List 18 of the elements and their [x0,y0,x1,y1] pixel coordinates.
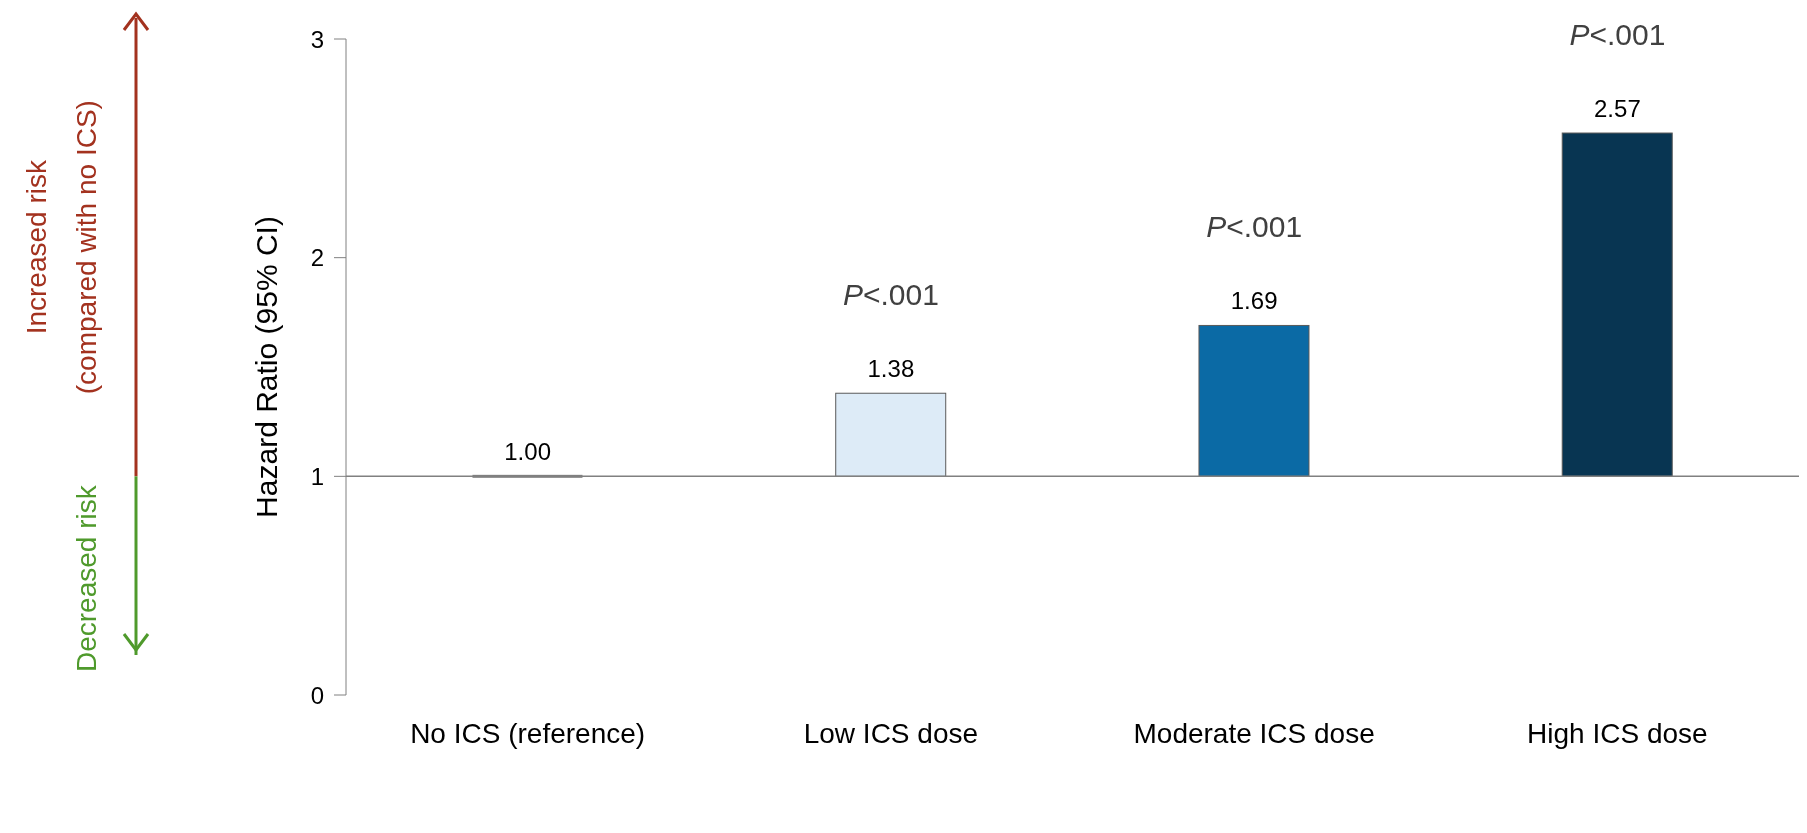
data-label: 2.57 [1594,95,1641,123]
y-tick-label: 2 [310,244,324,272]
x-tick-label: High ICS dose [1527,718,1708,749]
y-tick-label: 0 [310,681,324,709]
text: Decreased risk [71,484,102,673]
y-tick-label: 1 [310,462,324,490]
y-tick-label: 3 [310,25,324,53]
x-tick-label: Low ICS dose [803,718,979,749]
annotation: P<.001 [1569,17,1666,51]
x-tick-label: No ICS (reference) [410,718,646,749]
x-tick-label: Moderate ICS dose [1133,718,1375,749]
annotation: P<.001 [1206,210,1303,244]
text: Increased risk (compared with no ICS) [21,100,102,395]
data-label: 1.38 [867,355,915,383]
data-label: 1.69 [1230,287,1278,315]
annotation: P<.001 [842,278,939,312]
y-axis-title: Hazard Ratio (95% CI) [249,216,283,518]
data-label: 1.00 [504,438,551,466]
